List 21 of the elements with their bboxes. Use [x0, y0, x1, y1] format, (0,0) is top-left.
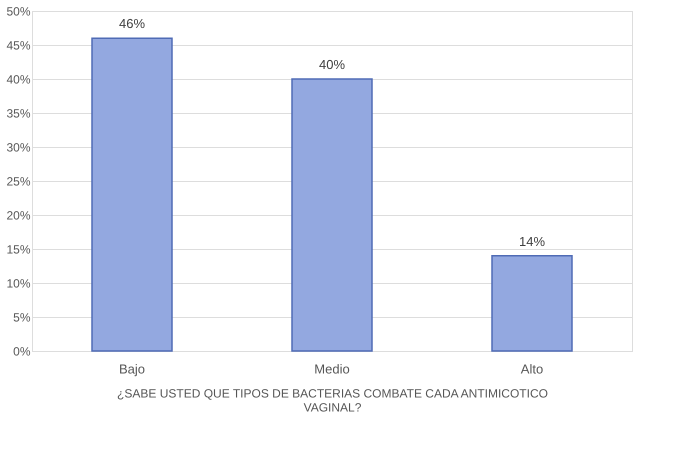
x-tick-label: Medio — [314, 362, 350, 376]
y-tick-label: 30% — [6, 140, 31, 154]
data-label: 40% — [318, 57, 346, 72]
y-tick-label: 25% — [6, 174, 31, 188]
x-tick-label: Alto — [520, 362, 544, 376]
bar — [491, 255, 573, 352]
y-tick-label: 0% — [13, 344, 31, 358]
x-axis-title: ¿SABE USTED QUE TIPOS DE BACTERIAS COMBATE CADA ANTIMICOTICO VAGINAL? — [117, 386, 548, 414]
y-tick-label: 40% — [6, 72, 31, 86]
y-tick-label: 45% — [6, 38, 31, 52]
y-tick-label: 20% — [6, 208, 31, 222]
y-tick-label: 35% — [6, 106, 31, 120]
data-label: 46% — [118, 16, 146, 32]
x-tick-label: Bajo — [118, 362, 146, 376]
y-tick-label: 10% — [6, 276, 31, 290]
bar — [91, 37, 173, 352]
y-tick-label: 5% — [13, 310, 31, 324]
bar — [291, 78, 373, 352]
data-label: 14% — [518, 234, 546, 249]
y-tick-label: 15% — [6, 242, 31, 256]
y-tick-label: 50% — [6, 4, 31, 18]
